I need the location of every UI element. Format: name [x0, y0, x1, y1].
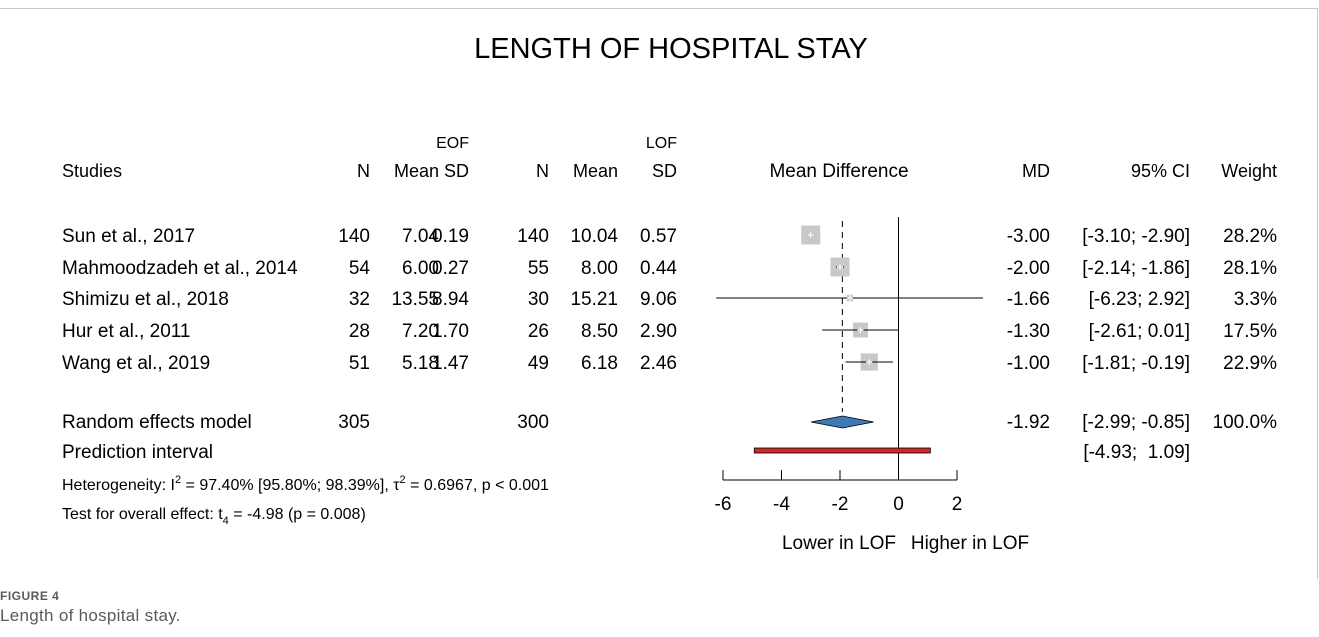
figure-frame	[0, 8, 1318, 579]
random-effects-label: Random effects model	[62, 412, 252, 433]
x-label-left: Lower in LOF	[782, 533, 896, 554]
mean-lof: 6.18	[581, 353, 618, 374]
sd-eof: 1.47	[432, 353, 469, 374]
n-lof: 26	[528, 321, 549, 342]
sd-eof: 8.94	[432, 289, 469, 310]
mean-lof: 15.21	[570, 289, 618, 310]
header-mean-eof: Mean	[394, 161, 439, 181]
random-effects-n-eof: 305	[338, 412, 370, 433]
ci-value: [-1.81; -0.19]	[1082, 353, 1190, 374]
sd-eof: 0.19	[432, 226, 469, 247]
md-value: -3.00	[1007, 226, 1050, 247]
md-value: -1.00	[1007, 353, 1050, 374]
weight-value: 22.9%	[1223, 353, 1277, 374]
header-sd-eof: SD	[444, 161, 469, 181]
x-tick-label: 2	[952, 494, 963, 515]
sd-lof: 2.46	[640, 353, 677, 374]
random-effects-n-lof: 300	[517, 412, 549, 433]
study-name: Mahmoodzadeh et al., 2014	[62, 258, 298, 279]
md-value: -1.30	[1007, 321, 1050, 342]
prediction-interval-label: Prediction interval	[62, 442, 213, 463]
mean-eof: 7.20	[402, 321, 439, 342]
sd-lof: 0.44	[640, 258, 677, 279]
header-n-eof: N	[357, 161, 370, 181]
study-name: Wang et al., 2019	[62, 353, 210, 374]
group-header-lof: LOF	[646, 135, 677, 152]
group-header-eof: EOF	[436, 135, 469, 152]
random-effects-ci: [-2.99; -0.85]	[1082, 412, 1190, 433]
mean-lof: 10.04	[570, 226, 618, 247]
mean-eof: 13.55	[391, 289, 439, 310]
header-ci: 95% CI	[1131, 161, 1190, 181]
header-weight: Weight	[1221, 161, 1277, 181]
random-effects-diamond	[810, 415, 874, 429]
random-effects-md: -1.92	[1007, 412, 1050, 433]
x-tick-label: -4	[773, 494, 790, 515]
figure-label: FIGURE 4	[0, 589, 60, 603]
study-name: Hur et al., 2011	[62, 321, 191, 342]
prediction-interval-ci: [-4.93; 1.09]	[1083, 442, 1190, 463]
mean-lof: 8.50	[581, 321, 618, 342]
n-eof: 51	[349, 353, 370, 374]
ci-value: [-2.61; 0.01]	[1089, 321, 1190, 342]
n-lof: 30	[528, 289, 549, 310]
sd-lof: 2.90	[640, 321, 677, 342]
prediction-interval-bar	[753, 447, 931, 454]
n-eof: 140	[338, 226, 370, 247]
overall-effect-text: Test for overall effect: t4 = -4.98 (p =…	[62, 506, 366, 527]
sd-lof: 0.57	[640, 226, 677, 247]
header-n-lof: N	[536, 161, 549, 181]
ci-value: [-2.14; -1.86]	[1082, 258, 1190, 279]
figure-caption: Length of hospital stay.	[0, 606, 181, 625]
header-studies: Studies	[62, 161, 122, 181]
mean-eof: 7.04	[402, 226, 439, 247]
n-lof: 49	[528, 353, 549, 374]
weight-value: 3.3%	[1234, 289, 1277, 310]
md-value: -2.00	[1007, 258, 1050, 279]
header-mean-lof: Mean	[573, 161, 618, 181]
sd-lof: 9.06	[640, 289, 677, 310]
mean-eof: 6.00	[402, 258, 439, 279]
x-tick-label: -2	[832, 494, 849, 515]
ci-value: [-3.10; -2.90]	[1082, 226, 1190, 247]
ci-value: [-6.23; 2.92]	[1089, 289, 1190, 310]
n-eof: 54	[349, 258, 371, 279]
n-eof: 28	[349, 321, 370, 342]
sd-eof: 0.27	[432, 258, 469, 279]
header-md: MD	[1022, 161, 1050, 181]
random-effects-weight: 100.0%	[1213, 412, 1278, 433]
weight-value: 28.1%	[1223, 258, 1277, 279]
weight-value: 28.2%	[1223, 226, 1277, 247]
md-value: -1.66	[1007, 289, 1050, 310]
x-tick-label: -6	[715, 494, 732, 515]
header-mean-difference: Mean Difference	[769, 161, 908, 182]
n-lof: 55	[528, 258, 549, 279]
chart-title: LENGTH OF HOSPITAL STAY	[474, 33, 868, 65]
weight-value: 17.5%	[1223, 321, 1277, 342]
heterogeneity-text: Heterogeneity: I2 = 97.40% [95.80%; 98.3…	[62, 474, 549, 494]
x-tick-label: 0	[893, 494, 904, 515]
study-name: Sun et al., 2017	[62, 226, 195, 247]
header-sd-lof: SD	[652, 161, 677, 181]
n-eof: 32	[349, 289, 370, 310]
n-lof: 140	[517, 226, 549, 247]
x-label-right: Higher in LOF	[911, 533, 1029, 554]
mean-lof: 8.00	[581, 258, 618, 279]
mean-eof: 5.18	[402, 353, 439, 374]
study-name: Shimizu et al., 2018	[62, 289, 229, 310]
sd-eof: 1.70	[432, 321, 469, 342]
